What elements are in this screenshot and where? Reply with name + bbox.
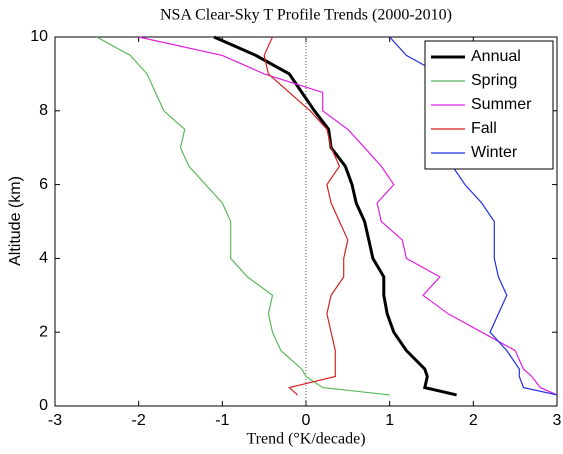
x-tick-label: 1 bbox=[385, 412, 394, 429]
legend-label: Winter bbox=[471, 144, 518, 161]
legend-label: Summer bbox=[471, 96, 532, 113]
x-tick-label: 3 bbox=[553, 412, 562, 429]
legend-label: Fall bbox=[471, 120, 497, 137]
y-tick-label: 8 bbox=[39, 102, 48, 119]
y-tick-label: 0 bbox=[39, 397, 48, 414]
series-line bbox=[96, 36, 390, 396]
x-tick-label: -2 bbox=[132, 412, 146, 429]
legend-label: Spring bbox=[471, 72, 517, 89]
x-axis-label: Trend (°K/decade) bbox=[246, 431, 365, 448]
x-tick-label: -1 bbox=[215, 412, 229, 429]
y-tick-label: 2 bbox=[39, 323, 48, 340]
series-line bbox=[213, 35, 457, 397]
series-line bbox=[263, 36, 349, 396]
x-tick-label: 0 bbox=[302, 412, 311, 429]
legend-label: Annual bbox=[471, 48, 521, 65]
x-tick-label: 2 bbox=[469, 412, 478, 429]
chart-title: NSA Clear-Sky T Profile Trends (2000-201… bbox=[160, 7, 452, 24]
series-line bbox=[138, 36, 558, 396]
y-tick-label: 6 bbox=[39, 176, 48, 193]
x-tick-label: -3 bbox=[48, 412, 62, 429]
y-tick-label: 10 bbox=[30, 28, 48, 45]
y-tick-label: 4 bbox=[39, 250, 48, 267]
y-axis-label: Altitude (km) bbox=[7, 176, 24, 266]
